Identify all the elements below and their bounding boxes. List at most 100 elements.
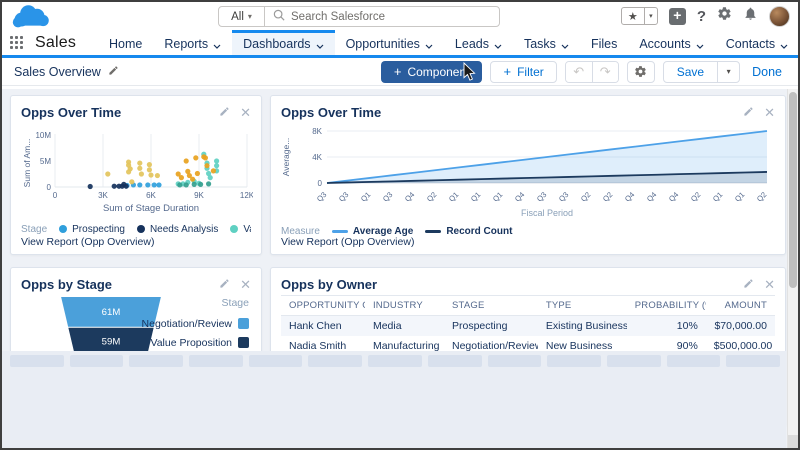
- chevron-down-icon: [561, 38, 569, 52]
- user-avatar[interactable]: [769, 5, 790, 27]
- chevron-down-icon: [425, 38, 433, 52]
- svg-text:Sum of Stage Duration: Sum of Stage Duration: [103, 203, 199, 214]
- column-header[interactable]: PROBABILITY (%): [626, 295, 706, 316]
- chevron-down-icon: [213, 38, 221, 52]
- setup-gear-icon[interactable]: [717, 6, 732, 26]
- dashboard-title-edit-pencil-icon[interactable]: [108, 63, 119, 81]
- widget-edit-pencil-icon[interactable]: [743, 104, 754, 122]
- column-header[interactable]: STAGE: [444, 295, 538, 316]
- legend-label: Value Proposition: [243, 223, 251, 235]
- svg-text:Q4: Q4: [667, 190, 680, 203]
- legend-label: Negotiation/Review: [141, 317, 232, 330]
- svg-text:Average...: Average...: [281, 138, 291, 177]
- line-legend: Measure Average Age Record Count: [281, 226, 775, 236]
- widget-close-icon[interactable]: ✕: [764, 104, 775, 120]
- widget-edit-pencil-icon[interactable]: [219, 104, 230, 122]
- table-cell: $70,000.00: [705, 315, 775, 336]
- dashboard-properties-gear-button[interactable]: [626, 60, 655, 83]
- help-icon[interactable]: ?: [696, 7, 706, 25]
- widget-opps-over-time-line[interactable]: Opps Over Time ✕ 0 4K 8K Q3 Q3 Q1 Q3 Q4 Q2 Q1 Q1 Q1…: [270, 95, 786, 255]
- table-cell: Media: [364, 315, 444, 336]
- legend-swatch-icon: [230, 225, 239, 233]
- table-cell: $500,000.00: [713, 340, 773, 352]
- undo-button[interactable]: ↶: [565, 61, 592, 82]
- widget-opps-over-time-scatter[interactable]: Opps Over Time ✕ 0 3K 6K 9K 12K 0 5M 10M Sum of …: [10, 95, 262, 255]
- page-scrollbar[interactable]: [787, 89, 798, 448]
- app-launcher-icon[interactable]: [10, 36, 23, 49]
- salesforce-logo-icon: [10, 4, 52, 35]
- widget-close-icon[interactable]: ✕: [240, 104, 251, 120]
- legend-swatch-icon: [238, 337, 249, 348]
- tab-label: Dashboards: [243, 37, 311, 51]
- widget-placeholder: [69, 355, 124, 367]
- tab-label: Opportunities: [345, 37, 420, 51]
- scrollbar-thumb[interactable]: [789, 92, 797, 288]
- tab-home[interactable]: Home: [98, 30, 153, 55]
- table-cell: Existing Business: [537, 315, 627, 336]
- favorites-star-icon[interactable]: ★: [627, 10, 638, 23]
- column-header[interactable]: TYPE: [537, 295, 627, 316]
- search-scope-selector[interactable]: All ▾: [219, 7, 265, 26]
- tab-label: Home: [109, 37, 143, 51]
- legend-item: Average Age: [331, 226, 413, 236]
- svg-text:Q2: Q2: [755, 190, 768, 203]
- search-input[interactable]: [291, 10, 499, 23]
- svg-text:4K: 4K: [312, 153, 322, 162]
- tab-files[interactable]: Files: [580, 30, 628, 55]
- view-report-link[interactable]: View Report (Opp Overview): [21, 236, 155, 248]
- redo-button[interactable]: ↷: [591, 61, 618, 82]
- global-actions-add-icon[interactable]: +: [668, 7, 686, 25]
- save-dropdown-button[interactable]: ▾: [717, 61, 739, 82]
- tab-dashboards[interactable]: Dashboards: [232, 30, 335, 55]
- tab-accounts[interactable]: Accounts: [628, 30, 714, 55]
- legend-label: Needs Analysis: [149, 223, 219, 235]
- widget-close-icon[interactable]: ✕: [764, 276, 775, 292]
- tab-reports[interactable]: Reports: [153, 30, 232, 55]
- widget-placeholder: [547, 355, 601, 367]
- table-cell: Hank Chen: [281, 315, 365, 336]
- table-header-row: OPPORTUNITY O...INDUSTRYSTAGETYPEPROBABI…: [281, 295, 775, 316]
- plus-icon: +: [503, 64, 512, 79]
- table-cell: 90%: [676, 340, 698, 352]
- table-row[interactable]: Hank Chen Media Prospecting Existing Busine…: [281, 315, 775, 336]
- svg-text:Q1: Q1: [469, 190, 482, 203]
- favorites-dropdown-icon[interactable]: ▾: [643, 8, 657, 24]
- widget-edit-pencil-icon[interactable]: [219, 276, 230, 294]
- tab-opportunities[interactable]: Opportunities: [335, 30, 444, 55]
- add-filter-button[interactable]: + Filter: [490, 60, 557, 83]
- svg-text:Q1: Q1: [733, 190, 746, 203]
- save-button[interactable]: Save: [676, 64, 705, 79]
- add-component-button[interactable]: + Component: [380, 60, 483, 83]
- view-report-link[interactable]: View Report (Opp Overview): [281, 236, 415, 248]
- legend-line-swatch-icon: [425, 229, 442, 233]
- svg-text:Q2: Q2: [425, 190, 438, 203]
- app-name: Sales: [35, 33, 77, 51]
- chevron-down-icon: ▾: [247, 12, 252, 21]
- tab-tasks[interactable]: Tasks: [513, 30, 580, 55]
- svg-text:0: 0: [318, 179, 323, 188]
- tab-leads[interactable]: Leads: [444, 30, 513, 55]
- tab-label: Leads: [454, 37, 489, 51]
- widget-edit-pencil-icon[interactable]: [743, 276, 754, 294]
- app-navigation-bar: Sales Home Reports Dashboards Opportunities…: [2, 30, 798, 58]
- column-header[interactable]: OPPORTUNITY O...: [281, 295, 365, 316]
- column-header[interactable]: INDUSTRY: [364, 295, 444, 316]
- legend-item: Needs Analysis: [136, 223, 219, 235]
- tab-label: Tasks: [523, 37, 556, 51]
- search-icon: [273, 8, 285, 26]
- next-row-background: [2, 351, 786, 448]
- table-row[interactable]: Nadia Smith Manufacturing Negotiation/Revi…: [281, 336, 775, 356]
- chevron-down-icon: [494, 38, 502, 52]
- line-chart: 0 4K 8K Q3 Q3 Q1 Q3 Q4 Q2 Q1 Q1 Q1 Q4 Q3 Q3 Q2 Q2 Q4 Q4 Q4 Q…: [281, 123, 775, 226]
- table-cell: New Business: [545, 340, 613, 352]
- svg-text:Q1: Q1: [447, 190, 460, 203]
- column-header[interactable]: AMOUNT: [705, 295, 775, 316]
- tab-contacts[interactable]: Contacts: [715, 30, 798, 55]
- widget-close-icon[interactable]: ✕: [240, 276, 251, 292]
- notifications-bell-icon[interactable]: [743, 6, 758, 26]
- widget-title: Opps by Owner: [281, 277, 378, 292]
- svg-text:Fiscal Period: Fiscal Period: [521, 208, 573, 218]
- done-button[interactable]: Done: [752, 64, 782, 79]
- svg-text:Q4: Q4: [403, 190, 416, 203]
- widget-placeholder: [666, 355, 721, 367]
